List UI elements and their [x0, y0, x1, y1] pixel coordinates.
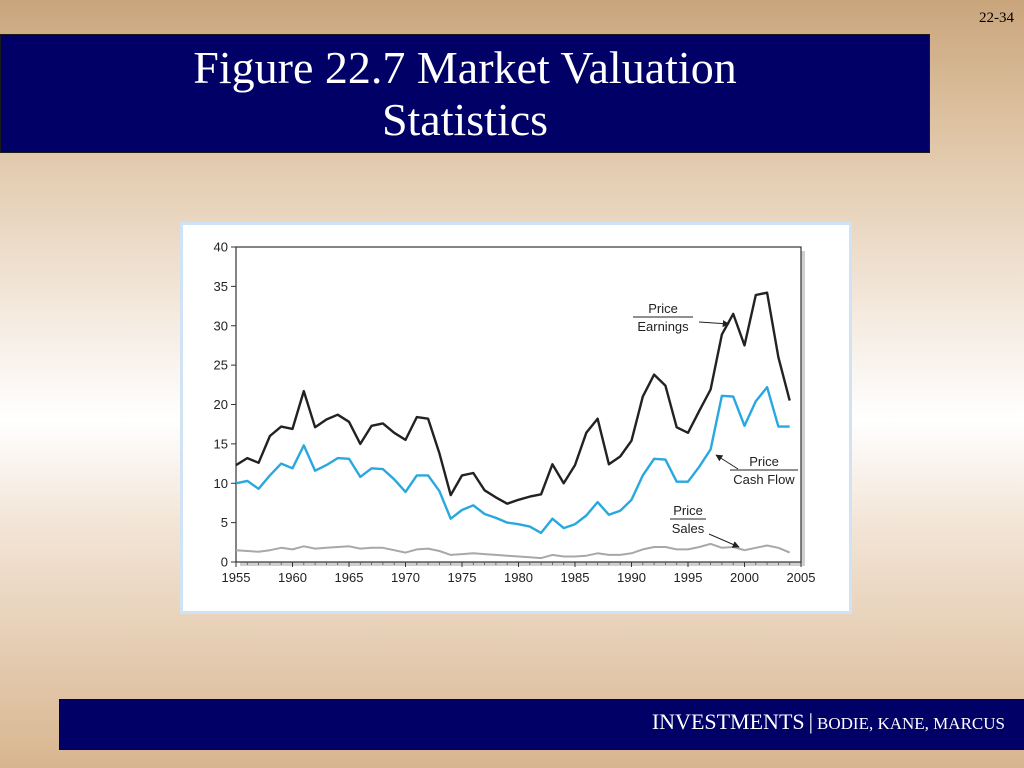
y-tick-label: 20: [214, 397, 228, 412]
footer-text: INVESTMENTS | BODIE, KANE, MARCUS: [652, 709, 1005, 735]
footer-separator: |: [808, 709, 814, 734]
y-tick-label: 25: [214, 358, 228, 373]
slide-title: Figure 22.7 Market Valuation Statistics: [193, 41, 737, 145]
series-label-price-sales-arrow: [708, 533, 740, 548]
footer-bar: INVESTMENTS | BODIE, KANE, MARCUS: [59, 699, 1024, 750]
series-label-price-earnings-arrow: [698, 320, 730, 328]
series-label-price-cash-flow-bottom: Cash Flow: [733, 472, 795, 487]
x-tick-label: 1975: [448, 570, 477, 585]
y-tick-label: 15: [214, 436, 228, 451]
x-tick-label: 1980: [504, 570, 533, 585]
y-tick-label: 10: [214, 476, 228, 491]
x-tick-label: 1970: [391, 570, 420, 585]
x-tick-label: 2005: [787, 570, 816, 585]
series-line-price-cash-flow: [235, 385, 790, 535]
y-tick-label: 5: [221, 515, 228, 530]
x-tick-label: 1960: [278, 570, 307, 585]
series-label-price-sales-top: Price: [673, 503, 703, 518]
x-tick-label: 1965: [335, 570, 364, 585]
market-valuation-chart: 0 5 10 15 20 25 30 35 40 1955 1960 1965 1970 1975 1980…: [214, 240, 816, 586]
plot-area: [235, 246, 802, 563]
series-line-price-earnings: [235, 291, 791, 505]
x-tick-label: 1995: [674, 570, 703, 585]
series-label-price-earnings-bottom: Earnings: [637, 319, 689, 334]
footer-title: INVESTMENTS: [651, 709, 805, 734]
y-tick-label: 30: [214, 318, 228, 333]
footer-authors: BODIE, KANE, MARCUS: [817, 714, 1005, 733]
chart-frame: 0 5 10 15 20 25 30 35 40 1955 1960 1965 1970 1975 1980…: [180, 222, 852, 614]
y-tick-label: 35: [214, 279, 228, 294]
slide-number: 22-34: [979, 10, 1014, 26]
y-tick-label: 40: [214, 240, 228, 255]
series-label-price-earnings-top: Price: [648, 301, 678, 316]
x-tick-label: 1985: [561, 570, 590, 585]
series-label-price-cash-flow-top: Price: [749, 454, 779, 469]
series-line-price-sales: [235, 542, 791, 560]
x-tick-label: 1990: [617, 570, 646, 585]
x-tick-label: 2000: [730, 570, 759, 585]
series-label-price-cash-flow-arrow: [715, 454, 739, 470]
series-label-price-sales-bottom: Sales: [672, 521, 705, 536]
x-tick-label: 1955: [222, 570, 251, 585]
y-tick-label: 0: [221, 555, 228, 570]
title-bar: Figure 22.7 Market Valuation Statistics: [0, 34, 930, 153]
